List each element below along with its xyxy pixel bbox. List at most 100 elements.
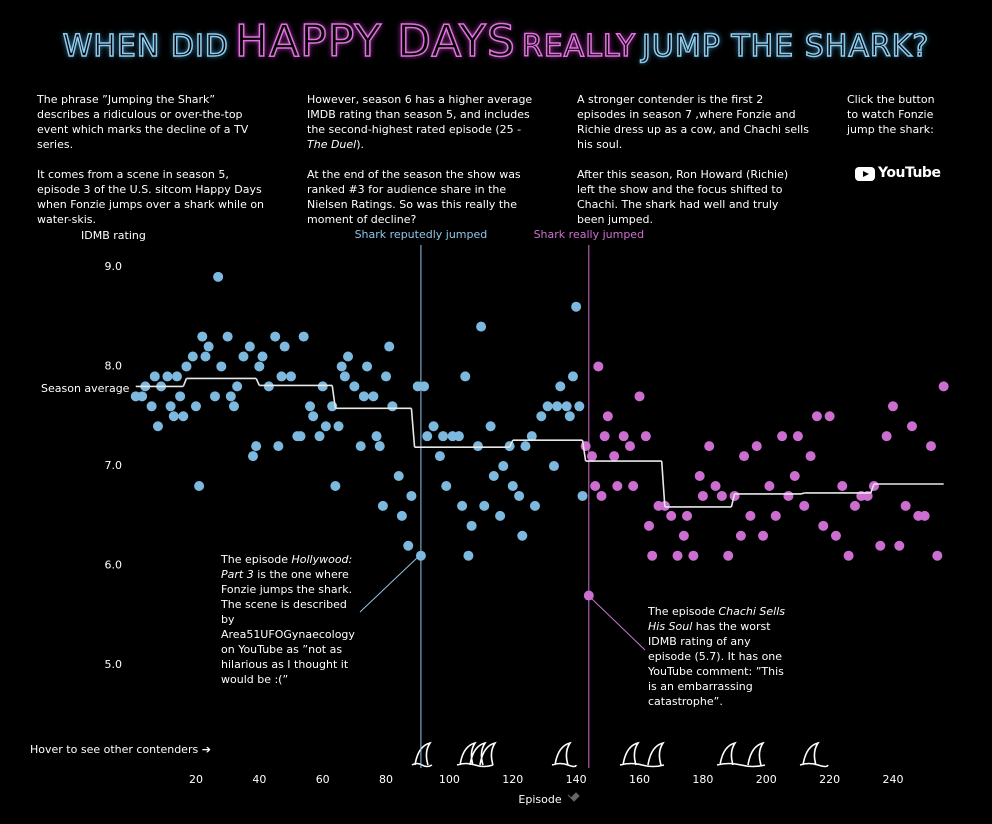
- connectors: [359, 556, 646, 651]
- x-tick-label: 240: [882, 773, 903, 786]
- point: [393, 471, 404, 482]
- intro-paragraph: It comes from a scene in season 5, episo…: [37, 167, 269, 227]
- season-average-label: Season average: [41, 382, 130, 395]
- point: [406, 490, 417, 501]
- point: [548, 461, 559, 472]
- point: [745, 510, 756, 521]
- point: [561, 401, 572, 412]
- text-part: ).: [356, 138, 365, 151]
- point: [251, 441, 262, 452]
- point: [887, 401, 898, 412]
- point: [932, 550, 943, 561]
- point: [213, 271, 224, 282]
- point: [514, 490, 525, 501]
- point: [216, 361, 227, 372]
- shark-fins[interactable]: [411, 741, 829, 768]
- point: [602, 411, 613, 422]
- x-tick-label: 120: [502, 773, 523, 786]
- point: [472, 441, 483, 452]
- point: [837, 480, 848, 491]
- point: [339, 371, 350, 382]
- point: [938, 381, 949, 392]
- text-part: Hollywood: Part 3: [221, 553, 353, 581]
- point: [507, 480, 518, 491]
- point: [666, 510, 677, 521]
- intro-paragraph: After this season, Ron Howard (Richie) l…: [577, 167, 809, 227]
- point: [723, 550, 734, 561]
- point: [349, 381, 360, 392]
- point: [238, 351, 249, 362]
- point: [881, 431, 892, 442]
- shark-fin[interactable]: [716, 741, 766, 768]
- point: [799, 500, 810, 511]
- y-tick-label: 8.0: [105, 359, 123, 372]
- point: [270, 331, 281, 342]
- season-step: [800, 492, 805, 495]
- point: [517, 530, 528, 541]
- text-part: The Duel: [307, 138, 357, 151]
- point: [906, 421, 917, 432]
- text-part: After this season, Ron Howard (Richie) l…: [577, 168, 789, 226]
- point: [197, 331, 208, 342]
- title-part: REALLY: [521, 28, 636, 65]
- connector: [359, 556, 419, 613]
- season-step: [255, 378, 261, 386]
- point: [387, 401, 398, 412]
- point: [789, 471, 800, 482]
- point: [203, 341, 214, 352]
- x-tick-label: 80: [379, 773, 393, 786]
- point: [520, 441, 531, 452]
- point: [137, 391, 148, 402]
- shark-fin[interactable]: [411, 741, 433, 768]
- point: [599, 431, 610, 442]
- intro-column: However, season 6 has a higher average I…: [307, 92, 539, 242]
- point: [555, 381, 566, 392]
- reference-label: Shark really jumped: [534, 228, 644, 241]
- intro-paragraph: However, season 6 has a higher average I…: [307, 92, 539, 152]
- y-tick-label: 5.0: [105, 658, 123, 671]
- point: [593, 361, 604, 372]
- point: [368, 391, 379, 402]
- point: [254, 361, 265, 372]
- youtube-button[interactable]: YouTube: [855, 165, 941, 181]
- point: [146, 401, 157, 412]
- shark-fin[interactable]: [619, 741, 665, 768]
- point: [710, 480, 721, 491]
- point: [596, 490, 607, 501]
- title-part: WHEN DID: [62, 28, 229, 65]
- point: [222, 331, 233, 342]
- point: [830, 530, 841, 541]
- youtube-label: YouTube: [878, 165, 941, 181]
- point: [317, 381, 328, 392]
- point: [181, 361, 192, 372]
- point: [314, 431, 325, 442]
- point: [843, 550, 854, 561]
- point: [415, 550, 426, 561]
- point: [384, 341, 395, 352]
- shark-fin[interactable]: [799, 741, 829, 768]
- point: [764, 480, 775, 491]
- point: [298, 331, 309, 342]
- point: [162, 371, 173, 382]
- point: [476, 321, 487, 332]
- hover-hint[interactable]: Hover to see other contenders ➔: [30, 743, 211, 756]
- point: [682, 510, 693, 521]
- point: [818, 520, 829, 531]
- point: [577, 490, 588, 501]
- point: [697, 490, 708, 501]
- season-step: [870, 483, 875, 494]
- season-step: [331, 385, 337, 409]
- point: [358, 391, 369, 402]
- season-step: [581, 440, 587, 462]
- point: [739, 451, 750, 462]
- point: [479, 500, 490, 511]
- y-axis-title: IDMB rating: [81, 229, 146, 242]
- title-part: JUMP THE SHARK?: [641, 28, 930, 65]
- point: [678, 530, 689, 541]
- shark-fin[interactable]: [551, 741, 577, 768]
- point: [149, 371, 160, 382]
- point: [875, 540, 886, 551]
- shark-fin[interactable]: [456, 741, 497, 768]
- point: [209, 391, 220, 402]
